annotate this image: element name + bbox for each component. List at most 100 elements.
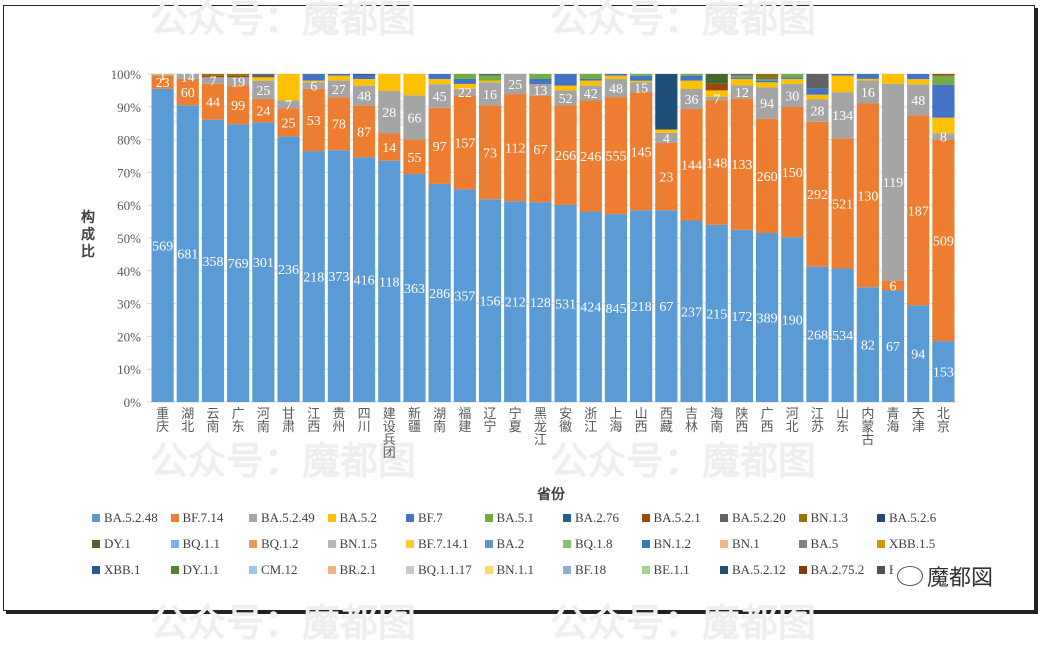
bar-segment — [201, 75, 225, 78]
data-label: 172 — [731, 310, 752, 325]
legend-label: BA.5.2.1 — [653, 510, 701, 525]
bar-segment — [781, 78, 804, 84]
bar-segment — [831, 138, 854, 269]
bar-segment — [151, 88, 174, 402]
x-tick-label: 辽宁 — [484, 407, 497, 435]
bar-segment — [504, 74, 527, 95]
bar-segment — [403, 139, 426, 175]
data-label: 153 — [933, 366, 954, 381]
y-tick-label: 0% — [124, 395, 142, 410]
data-label: 212 — [505, 296, 526, 311]
legend-label: BA.2.75.2 — [810, 562, 865, 577]
data-label: 16 — [861, 86, 875, 101]
bar-segment — [630, 80, 653, 83]
legend-item: BA.5.2.1 — [641, 510, 701, 526]
x-tick-label: 浙江 — [584, 407, 597, 435]
legend-label: BN.1.5 — [339, 536, 378, 551]
data-label: 148 — [706, 157, 727, 172]
bar-segment — [907, 305, 930, 402]
bar-segment — [831, 74, 854, 76]
data-label: 48 — [357, 90, 371, 105]
legend-label: BA.5.2.48 — [104, 510, 158, 525]
bar-segment — [756, 87, 779, 119]
data-label: 301 — [253, 256, 274, 271]
data-label: 6 — [890, 280, 897, 295]
bar-segment — [403, 174, 426, 402]
bar-segment — [529, 74, 552, 79]
bar-segment — [680, 220, 703, 402]
legend-label: BR.2.1 — [339, 562, 377, 577]
bar-segment — [478, 105, 502, 200]
x-tick-label: 上海 — [609, 407, 622, 435]
data-label: 52 — [559, 92, 573, 107]
legend-label: BA.5.2.6 — [889, 510, 937, 525]
bar-segment — [932, 74, 955, 76]
bar-segment — [680, 108, 703, 221]
legend-swatch — [406, 566, 414, 574]
wechat-icon — [897, 566, 923, 586]
bar-segment — [881, 290, 905, 402]
bar-segment — [277, 74, 300, 101]
bar-segment — [529, 95, 552, 203]
x-tick-label: 福建 — [458, 407, 471, 435]
x-tick-label: 建设兵团 — [383, 407, 396, 461]
bar-segment — [201, 74, 225, 76]
data-label: 78 — [332, 118, 346, 133]
data-label: 25 — [508, 78, 522, 93]
x-tick-label: 山东 — [836, 407, 849, 435]
legend-item: BE.1.1 — [641, 562, 690, 578]
bar-segment — [831, 75, 854, 93]
bar-segment — [327, 74, 350, 76]
x-tick-label: 西藏 — [660, 407, 673, 435]
y-tick-label: 50% — [117, 231, 141, 246]
x-tick-label: 天津 — [912, 407, 925, 435]
bar-segment — [201, 119, 225, 403]
data-label: 73 — [483, 146, 497, 161]
bar-segment — [453, 78, 476, 84]
bar-segment — [353, 75, 376, 79]
y-tick-label: 80% — [117, 133, 141, 148]
legend-swatch — [720, 566, 728, 574]
legend-item: BA.2 — [484, 536, 524, 552]
legend-label: BF.7.14 — [182, 510, 224, 525]
legend-label: BA.5.2.12 — [732, 562, 786, 577]
data-label: 237 — [681, 305, 702, 320]
bar-segment — [378, 74, 401, 91]
bar-segment — [201, 83, 225, 120]
legend-item: BA.5.2.20 — [720, 510, 786, 526]
bar-segment — [881, 74, 905, 84]
data-label: 42 — [584, 87, 598, 102]
bar-segment — [579, 78, 602, 81]
legend-label: BA.2.76 — [575, 510, 620, 525]
bar-segment — [856, 103, 879, 288]
data-label: 23 — [659, 171, 673, 186]
bar-segment — [176, 74, 199, 79]
bars — [151, 74, 955, 403]
bar-segment — [478, 74, 502, 76]
data-label: 28 — [810, 105, 824, 120]
data-label: 416 — [354, 274, 375, 289]
x-axis-label: 省份 — [536, 486, 566, 503]
data-label: 67 — [886, 340, 900, 355]
data-label: 150 — [782, 166, 803, 181]
data-label: 87 — [357, 125, 371, 140]
bar-segment — [277, 100, 300, 109]
bar-segment — [781, 74, 804, 78]
data-label: 112 — [505, 142, 525, 157]
y-tick-label: 30% — [117, 297, 141, 312]
bar-segment — [478, 199, 502, 402]
bar-segment — [907, 115, 930, 306]
bar-segment — [781, 106, 804, 238]
data-label: 99 — [231, 99, 245, 114]
data-label: 268 — [807, 328, 828, 343]
legend-item: DY.1.1 — [170, 562, 219, 578]
x-tick-label: 吉林 — [685, 407, 698, 435]
data-label: 845 — [605, 302, 626, 317]
legend-item: BN.1.5 — [327, 536, 378, 552]
bar-segment — [353, 85, 376, 106]
bar-segment — [680, 80, 703, 89]
bar-segment — [907, 84, 930, 116]
bar-segment — [630, 82, 653, 93]
y-axis-ticks: 0% 10% 20% 30% 40% 50% 60% 70% 80% 90% 100% — [111, 67, 142, 410]
legend-item: BQ.1.1 — [170, 536, 220, 552]
